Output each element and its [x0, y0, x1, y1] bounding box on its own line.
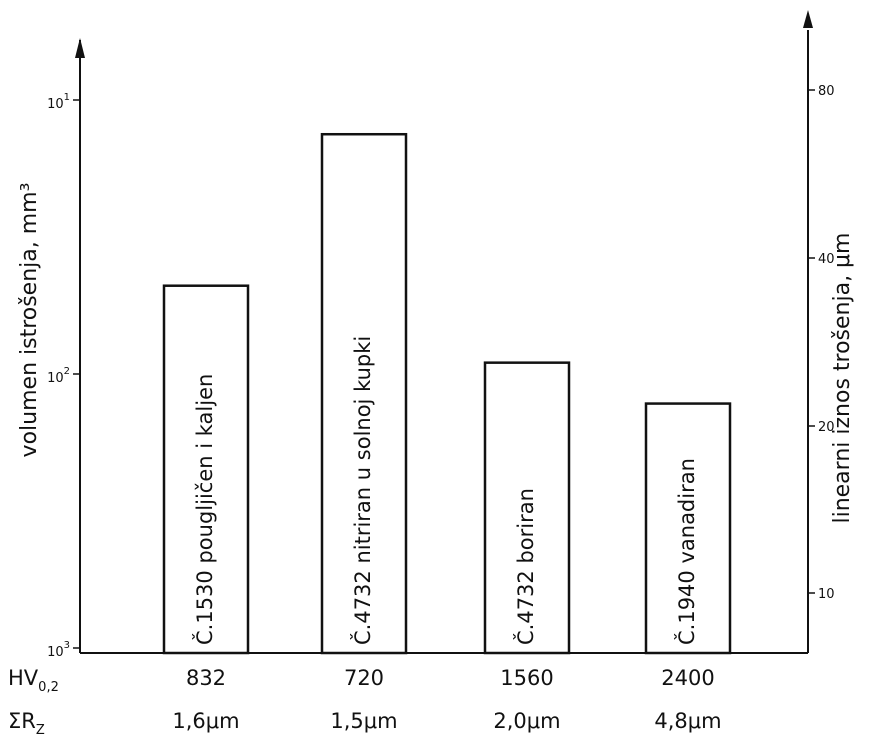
property-rows: HV0,2 832 720 1560 2400 ΣRZ 1,6μm 1,5μm 2,0μm 4,8… [8, 666, 722, 737]
secondary-y-tick-label: 40 [818, 252, 835, 267]
secondary-y-axis-title: linearni iznos trošenja, μm [830, 232, 855, 523]
row-value: 4,8μm [654, 709, 721, 733]
secondary-y-ticks: 80 40 20 10 [808, 84, 835, 602]
row-value: 2,0μm [493, 709, 560, 733]
bar-label: Č.1530 pougljičen i kaljen [192, 374, 217, 645]
bar [162, 284, 250, 655]
y-tick-label: 103 [47, 640, 70, 660]
bars: Č.1530 pougljičen i kaljen Č.4732 nitrira… [162, 132, 732, 655]
row-value: 720 [344, 666, 384, 690]
bar-label: Č.1940 vanadiran [674, 458, 699, 645]
axis-titles: volumen istrošenja, mm³ linearni iznos t… [17, 183, 855, 524]
secondary-y-tick-label: 20 [818, 420, 835, 435]
y-ticks: 101 102 103 [47, 92, 80, 660]
row-value: 1,5μm [330, 709, 397, 733]
secondary-y-axis-arrow [803, 10, 813, 28]
row-value: 2400 [661, 666, 714, 690]
row-value: 1,6μm [172, 709, 239, 733]
secondary-y-tick-label: 10 [818, 587, 835, 602]
row-value: 1560 [500, 666, 553, 690]
bar [644, 402, 732, 655]
row-value: 832 [186, 666, 226, 690]
y-tick-label: 102 [47, 366, 70, 386]
y-tick-label: 101 [47, 92, 70, 112]
y-axis-arrow [75, 38, 85, 58]
secondary-y-tick-label: 80 [818, 84, 835, 99]
y-axis-title: volumen istrošenja, mm³ [17, 183, 42, 458]
bar [320, 132, 408, 655]
row-header: HV0,2 [8, 666, 59, 695]
bar-label: Č.4732 nitriran u solnoj kupki [350, 336, 375, 645]
row-header: ΣRZ [8, 709, 45, 737]
bar [483, 361, 571, 655]
bar-label: Č.4732 boriran [513, 488, 538, 645]
